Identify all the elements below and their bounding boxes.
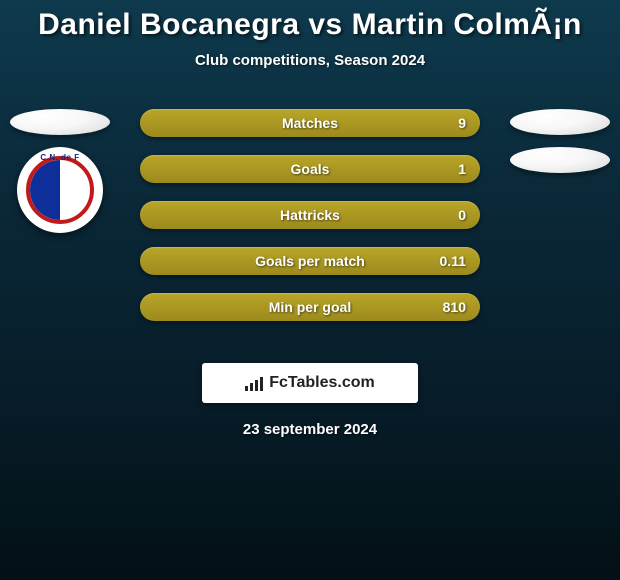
stat-row-goals-per-match: Goals per match 0.11: [140, 247, 480, 275]
subtitle: Club competitions, Season 2024: [0, 52, 620, 69]
stat-label: Goals per match: [255, 253, 365, 269]
stat-label: Goals: [291, 161, 330, 177]
stat-bars: Matches 9 Goals 1 Hattricks 0 Goals per …: [140, 109, 480, 321]
crest-ring: [26, 156, 94, 224]
date-line: 23 september 2024: [0, 421, 620, 438]
club-crest-placeholder: [510, 147, 610, 173]
player-photo-placeholder: [10, 109, 110, 135]
left-player-column: C.N. de F: [10, 109, 110, 233]
stat-label: Matches: [282, 115, 338, 131]
stat-row-goals: Goals 1: [140, 155, 480, 183]
stat-label: Min per goal: [269, 299, 351, 315]
stat-value: 9: [458, 115, 466, 131]
stat-value: 1: [458, 161, 466, 177]
stat-row-hattricks: Hattricks 0: [140, 201, 480, 229]
brand-text: FcTables.com: [269, 374, 375, 392]
crest-abbrev: C.N. de F: [40, 153, 79, 162]
page-title: Daniel Bocanegra vs Martin ColmÃ¡n: [0, 0, 620, 42]
stat-value: 0.11: [440, 253, 466, 269]
stats-area: C.N. de F Matches 9 Goals 1 Hattricks 0 …: [0, 109, 620, 339]
stat-row-min-per-goal: Min per goal 810: [140, 293, 480, 321]
club-crest: C.N. de F: [17, 147, 103, 233]
comparison-card: Daniel Bocanegra vs Martin ColmÃ¡n Club …: [0, 0, 620, 580]
brand-badge[interactable]: FcTables.com: [202, 363, 418, 403]
stat-row-matches: Matches 9: [140, 109, 480, 137]
stat-value: 810: [443, 299, 466, 315]
player-photo-placeholder: [510, 109, 610, 135]
stat-value: 0: [458, 207, 466, 223]
stat-label: Hattricks: [280, 207, 340, 223]
bar-chart-icon: [245, 375, 263, 391]
right-player-column: [510, 109, 610, 173]
